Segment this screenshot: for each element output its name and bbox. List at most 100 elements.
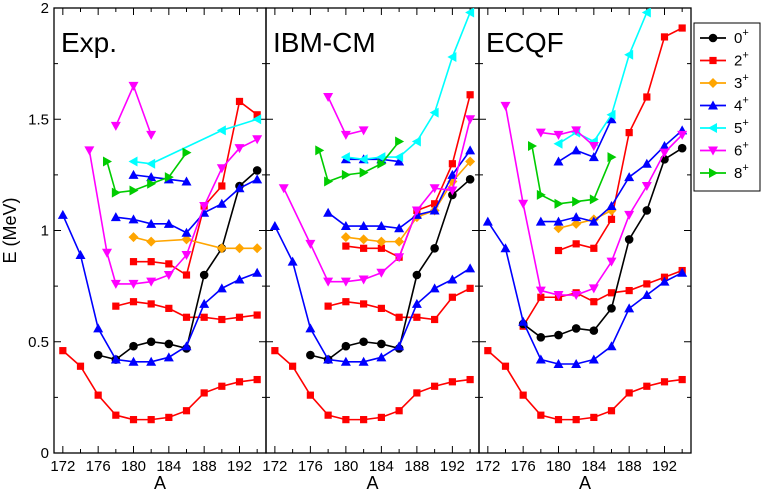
- data-point: [289, 362, 297, 370]
- data-point: [643, 280, 651, 288]
- data-point: [181, 234, 192, 245]
- data-point: [200, 389, 208, 397]
- data-point: [57, 209, 68, 219]
- data-point: [216, 198, 227, 208]
- y-tick-label: 1.5: [28, 111, 49, 128]
- x-tick-label: 176: [298, 458, 323, 475]
- data-point: [589, 326, 599, 335]
- legend-marker: [708, 100, 718, 110]
- data-point: [323, 277, 334, 287]
- data-point: [218, 182, 226, 190]
- data-point: [430, 244, 439, 253]
- series-line: [318, 141, 400, 183]
- data-point: [377, 339, 386, 349]
- data-point: [181, 250, 192, 260]
- data-point: [429, 107, 439, 118]
- data-point: [624, 172, 635, 182]
- panel-2: 172 176 180 184 188 192 A ECQF: [475, 7, 692, 493]
- data-point: [93, 323, 104, 333]
- series-line: [540, 129, 595, 147]
- legend-marker: [708, 146, 718, 156]
- data-point: [590, 413, 598, 421]
- data-point: [413, 389, 421, 397]
- data-point: [305, 323, 316, 333]
- data-point: [535, 354, 546, 364]
- data-point: [103, 156, 112, 167]
- series-line: [133, 174, 187, 183]
- data-point: [376, 221, 387, 231]
- series-layer: [482, 8, 688, 424]
- data-point: [607, 407, 616, 415]
- data-point: [448, 293, 456, 301]
- data-point: [324, 411, 332, 419]
- legend-marker: [708, 33, 718, 43]
- data-point: [466, 284, 474, 292]
- data-point: [377, 158, 387, 169]
- data-point: [588, 216, 599, 226]
- data-point: [412, 270, 422, 280]
- x-tick-label: 180: [333, 458, 358, 475]
- panel-frame: [478, 7, 692, 454]
- data-point: [413, 313, 421, 321]
- data-point: [128, 356, 139, 366]
- data-point: [216, 243, 227, 254]
- data-point: [252, 114, 262, 125]
- series-line: [327, 96, 364, 136]
- data-point: [165, 413, 173, 421]
- series-line: [345, 158, 400, 163]
- data-point: [394, 156, 405, 166]
- data-point: [129, 416, 138, 424]
- data-point: [571, 359, 582, 368]
- data-point: [94, 391, 102, 399]
- data-point: [535, 216, 546, 226]
- data-point: [84, 146, 95, 156]
- data-point: [359, 337, 368, 347]
- data-point: [394, 223, 405, 233]
- data-point: [340, 277, 351, 287]
- series-line: [558, 118, 613, 163]
- data-point: [110, 212, 121, 222]
- data-point: [181, 227, 192, 237]
- data-point: [431, 315, 439, 324]
- data-point: [607, 289, 616, 297]
- data-point: [500, 101, 511, 111]
- x-tick-label: 184: [156, 458, 181, 475]
- data-point: [182, 313, 191, 321]
- data-point: [606, 109, 616, 120]
- data-point: [129, 298, 138, 306]
- x-tick-label: 188: [617, 458, 642, 475]
- data-point: [431, 200, 439, 208]
- data-point: [358, 234, 369, 245]
- data-point: [146, 356, 157, 366]
- data-point: [342, 242, 350, 250]
- data-point: [269, 221, 280, 231]
- data-point: [590, 244, 598, 252]
- data-point: [466, 91, 474, 99]
- data-point: [341, 341, 351, 351]
- data-point: [465, 263, 476, 273]
- data-point: [359, 167, 369, 178]
- data-point: [199, 270, 209, 280]
- data-point: [306, 350, 315, 360]
- data-point: [395, 313, 403, 321]
- data-point: [642, 206, 652, 215]
- data-point: [678, 375, 686, 384]
- x-tick-label: 192: [440, 458, 465, 475]
- data-point: [93, 350, 103, 360]
- data-point: [447, 186, 458, 196]
- data-point: [537, 293, 545, 301]
- data-point: [528, 140, 537, 151]
- data-point: [429, 283, 440, 293]
- data-point: [554, 330, 563, 340]
- panel-title: IBM-CM: [273, 27, 376, 58]
- data-point: [466, 375, 474, 384]
- data-point: [519, 391, 527, 399]
- data-point: [536, 333, 546, 342]
- data-point: [323, 207, 334, 217]
- series-layer: [57, 81, 263, 424]
- panel-title: Exp.: [61, 27, 117, 58]
- data-point: [165, 260, 173, 268]
- data-point: [360, 300, 368, 308]
- data-point: [128, 156, 138, 167]
